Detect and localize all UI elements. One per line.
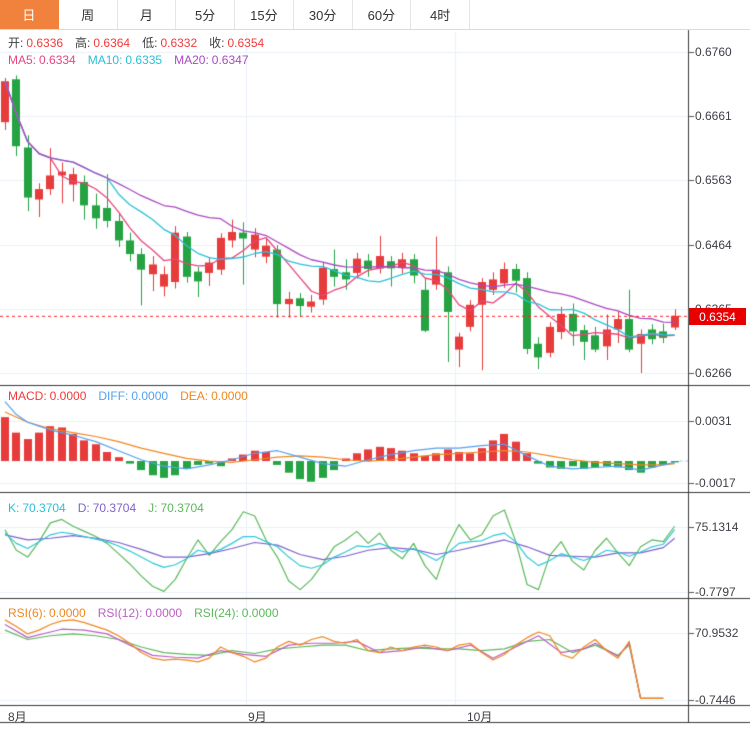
tab-timeframe-4[interactable]: 15分 [235,0,294,29]
tab-timeframe-5[interactable]: 30分 [294,0,353,29]
legend-item: J: 70.3704 [148,501,204,515]
legend-value: 0.0000 [145,606,183,620]
y-axis-label: 0.6563 [695,173,732,187]
legend-value: 70.3704 [160,501,204,515]
x-axis-label: 9月 [248,710,267,724]
legend-item: 高: 0.6364 [75,36,130,50]
legend-label: MACD: [8,389,47,403]
y-axis-label: -0.0017 [695,476,736,490]
legend-value: 0.6332 [160,36,198,50]
ohlc-legend: 开: 0.6336 高: 0.6364 低: 0.6332 收: 0.6354 [8,36,276,50]
legend-value: 0.6347 [211,53,249,67]
legend-item: 收: 0.6354 [209,36,264,50]
legend-value: 0.0000 [131,389,169,403]
legend-value: 0.0000 [211,389,248,403]
legend-label: 低: [142,36,158,50]
legend-label: DEA: [180,389,209,403]
y-axis-label: 75.1314 [695,520,739,534]
y-axis-label: -0.7797 [695,585,736,599]
legend-value: 0.6354 [227,36,265,50]
y-axis-label: 0.0031 [695,414,732,428]
legend-label: 收: [209,36,225,50]
tab-timeframe-2[interactable]: 月 [118,0,177,29]
tab-timeframe-6[interactable]: 60分 [353,0,412,29]
legend-label: K: [8,501,20,515]
y-axis-label: 0.6464 [695,238,732,252]
legend-value: 0.0000 [241,606,279,620]
x-axis-label: 10月 [467,710,493,724]
legend-label: MA10: [87,53,123,67]
legend-item: 开: 0.6336 [8,36,63,50]
legend-label: DIFF: [98,389,129,403]
legend-item: K: 70.3704 [8,501,66,515]
legend-item: MACD: 0.0000 [8,389,86,403]
legend-label: 高: [75,36,91,50]
legend-item: DEA: 0.0000 [180,389,248,403]
legend-item: MA20: 0.6347 [174,53,248,67]
tab-timeframe-7[interactable]: 4时 [411,0,470,29]
ma-legend: MA5: 0.6334 MA10: 0.6335 MA20: 0.6347 [8,53,261,67]
legend-value: 0.0000 [49,606,86,620]
y-axis-label: 0.6661 [695,109,732,123]
legend-label: MA20: [174,53,209,67]
legend-item: RSI(24): 0.0000 [194,606,278,620]
kdj-legend: K: 70.3704 D: 70.3704 J: 70.3704 [8,501,216,515]
macd-legend: MACD: 0.0000 DIFF: 0.0000 DEA: 0.0000 [8,389,260,403]
y-axis-label: 70.9532 [695,626,739,640]
legend-value: 70.3704 [92,501,137,515]
legend-item: 低: 0.6332 [142,36,197,50]
y-axis-label: 0.6266 [695,366,732,380]
legend-item: D: 70.3704 [78,501,136,515]
x-axis-label: 8月 [8,710,27,724]
legend-item: RSI(12): 0.0000 [98,606,182,620]
legend-label: 开: [8,36,24,50]
legend-label: RSI(24): [194,606,239,620]
tab-timeframe-0[interactable]: 日 [0,0,59,29]
legend-value: 0.6364 [93,36,131,50]
rsi-legend: RSI(6): 0.0000 RSI(12): 0.0000 RSI(24): 0.000… [8,606,291,620]
legend-value: 0.6335 [125,53,163,67]
legend-label: D: [77,501,90,515]
tab-timeframe-1[interactable]: 周 [59,0,118,29]
legend-item: DIFF: 0.0000 [98,389,168,403]
y-axis-label: 0.6760 [695,45,732,59]
legend-item: MA10: 0.6335 [88,53,162,67]
legend-label: RSI(6): [8,606,47,620]
y-axis-label: -0.7446 [695,693,736,707]
timeframe-tabbar: 日周月 5分 15分 30分 60分 4时 [0,0,750,30]
legend-value: 70.3704 [22,501,66,515]
last-price-badge: 0.6354 [689,308,746,325]
legend-label: J: [148,501,158,515]
legend-value: 0.0000 [49,389,87,403]
legend-item: MA5: 0.6334 [8,53,76,67]
legend-label: MA5: [8,53,37,67]
legend-value: 0.6336 [26,36,64,50]
tab-timeframe-3[interactable]: 5分 [176,0,235,29]
legend-item: RSI(6): 0.0000 [8,606,86,620]
legend-label: RSI(12): [97,606,143,620]
legend-value: 0.6334 [39,53,76,67]
